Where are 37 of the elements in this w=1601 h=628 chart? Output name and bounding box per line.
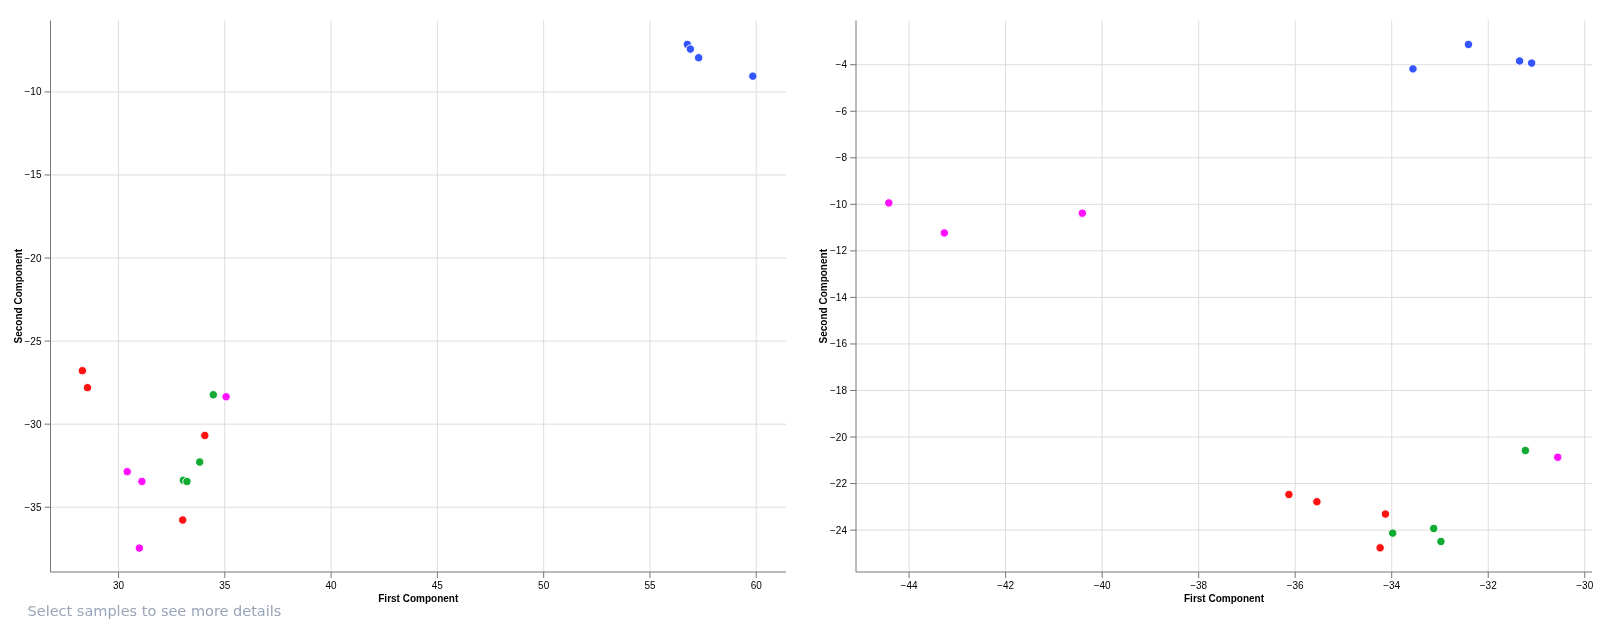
y-tick-label: −4 xyxy=(835,59,848,71)
x-tick-label: 35 xyxy=(219,580,231,591)
y-tick-label: −12 xyxy=(830,245,848,257)
y-tick-label: −8 xyxy=(835,152,848,164)
y-tick-label: −10 xyxy=(24,86,42,98)
y-tick-label: −24 xyxy=(830,524,848,536)
x-axis-title: First Component xyxy=(378,593,459,604)
y-tick-label: −14 xyxy=(830,291,848,303)
y-axis-title: Second Component xyxy=(818,248,829,344)
x-tick-label: 55 xyxy=(644,580,656,591)
x-tick-label: 60 xyxy=(750,580,763,591)
x-tick-label: 30 xyxy=(112,580,125,591)
x-tick-label: −34 xyxy=(1383,580,1401,591)
y-tick-label: −18 xyxy=(830,384,848,396)
x-tick-label: −30 xyxy=(1576,580,1594,591)
y-tick-label: −30 xyxy=(24,418,42,430)
y-tick-label: −16 xyxy=(830,338,848,350)
x-tick-label: 45 xyxy=(431,580,444,591)
y-tick-label: −20 xyxy=(830,431,848,443)
x-tick-label: 40 xyxy=(325,580,338,591)
y-tick-label: −35 xyxy=(24,501,42,513)
y-tick-label: −6 xyxy=(835,105,848,117)
x-tick-label: −44 xyxy=(900,580,919,591)
y-tick-label: −15 xyxy=(24,169,42,181)
y-tick-label: −20 xyxy=(24,252,42,264)
x-tick-label: 50 xyxy=(538,580,550,591)
x-tick-label: −38 xyxy=(1190,580,1208,591)
y-tick-label: −10 xyxy=(830,198,848,210)
x-tick-label: −42 xyxy=(997,580,1015,591)
x-axis-title: First Component xyxy=(1184,593,1265,604)
x-tick-label: −36 xyxy=(1286,580,1305,591)
y-tick-label: −25 xyxy=(24,335,42,347)
x-tick-label: −40 xyxy=(1093,580,1112,591)
x-tick-label: −32 xyxy=(1479,580,1498,591)
text: Select samples to see more details xyxy=(27,603,282,619)
y-axis-title: Second Component xyxy=(12,248,24,344)
y-tick-label: −22 xyxy=(830,478,848,490)
